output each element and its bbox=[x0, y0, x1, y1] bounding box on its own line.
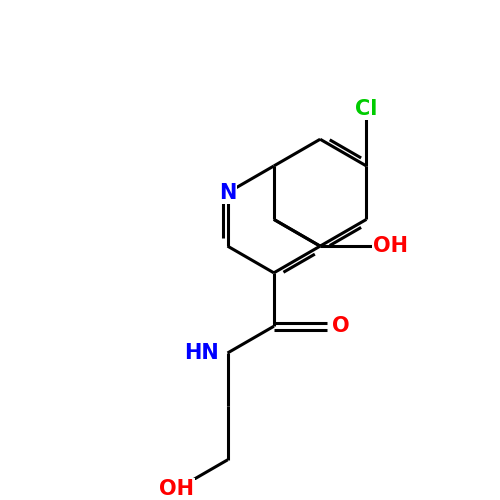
Text: OH: OH bbox=[373, 236, 408, 256]
Text: Cl: Cl bbox=[355, 98, 378, 118]
Text: OH: OH bbox=[159, 479, 194, 499]
Text: N: N bbox=[219, 182, 236, 203]
Text: O: O bbox=[332, 316, 349, 336]
Text: HN: HN bbox=[184, 343, 219, 363]
